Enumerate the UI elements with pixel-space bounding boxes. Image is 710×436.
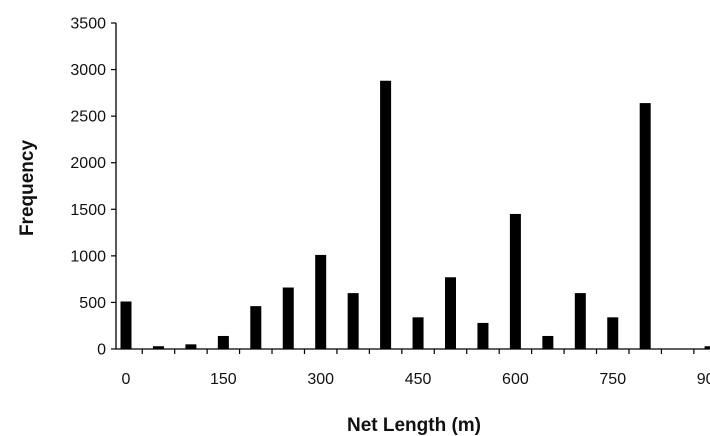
bar-750	[607, 317, 619, 349]
y-axis-title: Frequency	[17, 140, 38, 237]
x-axis-title: Net Length (m)	[347, 415, 481, 436]
bar-250	[282, 287, 294, 349]
bar-100	[185, 344, 197, 349]
x-tick-label: 150	[210, 371, 237, 388]
y-tick-label: 1000	[70, 248, 106, 265]
bar-650	[542, 335, 554, 349]
bar-900	[704, 346, 710, 349]
x-tick-label: 450	[405, 371, 432, 388]
bar-500	[445, 277, 456, 349]
x-tick-label: 300	[307, 371, 334, 388]
y-tick-label: 500	[79, 295, 106, 312]
bars-group	[120, 80, 710, 349]
x-tick-label: 600	[502, 371, 529, 388]
x-tick-label: 750	[599, 371, 626, 388]
bar-550	[477, 322, 489, 349]
bar-400	[380, 80, 392, 349]
bar-50	[152, 346, 164, 349]
y-axis-ticks: 0 500 1000 1500 2000 2500 3000 3500	[70, 16, 116, 359]
y-tick-label: 0	[97, 342, 106, 359]
bar-200	[250, 306, 262, 349]
bar-150	[217, 335, 229, 349]
y-tick-label: 3500	[70, 16, 106, 33]
y-tick-label: 2500	[70, 109, 106, 126]
bar-700	[574, 293, 586, 349]
bar-450	[412, 317, 424, 349]
y-tick-label: 3000	[70, 62, 106, 79]
bar-300	[315, 254, 327, 349]
y-tick-label: 2000	[70, 155, 106, 172]
x-tick-label: 0	[122, 371, 131, 388]
x-axis-ticks: 0150300450600750900105012001350	[122, 349, 710, 388]
bar-350	[347, 293, 359, 349]
bar-800	[639, 103, 651, 349]
bar-600	[509, 213, 521, 349]
bar-0	[120, 301, 132, 349]
x-tick-label: 900	[697, 371, 710, 388]
y-tick-label: 1500	[70, 202, 106, 219]
